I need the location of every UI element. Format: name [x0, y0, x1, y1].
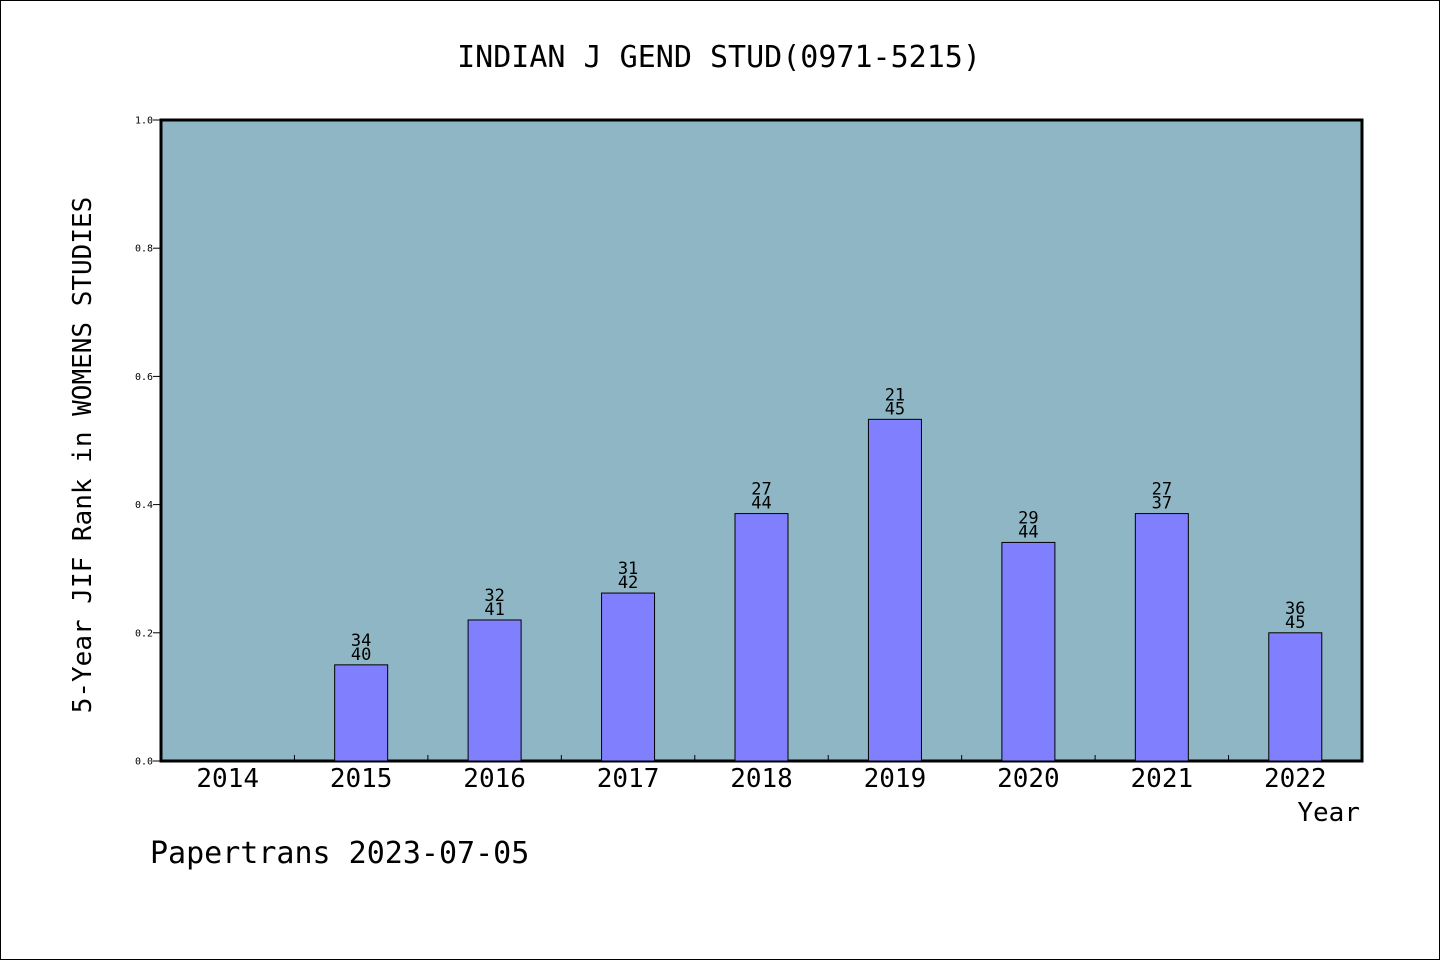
x-tick-label: 2017: [597, 764, 660, 794]
y-tick-label: 0.6: [135, 372, 153, 383]
x-tick-label: 2019: [864, 764, 927, 794]
bar-rank-label: 27: [751, 480, 771, 500]
x-axis: 2014 2015 2016 2017 2018 2019 2020 2021 2022: [196, 755, 1327, 794]
footer-credit: Papertrans 2023-07-05: [150, 836, 529, 871]
bar: [867, 418, 922, 762]
bar: [1001, 541, 1056, 762]
chart-title: INDIAN J GEND STUD(0971-5215): [457, 40, 981, 75]
bar: [467, 619, 522, 762]
y-axis-label: 5-Year JIF Rank in WOMENS STUDIES: [68, 197, 98, 714]
y-tick-label: 0.2: [135, 628, 153, 639]
bar: [734, 513, 789, 762]
bar-rank-label: 27: [1152, 480, 1172, 500]
x-tick-label: 2021: [1131, 764, 1194, 794]
bar-total-label: 44: [1018, 522, 1038, 542]
x-tick-label: 2022: [1264, 764, 1327, 794]
y-tick-label: 0.0: [135, 757, 153, 768]
bar: [1134, 513, 1189, 762]
x-axis-label: Year: [1297, 798, 1360, 828]
bar-rank-label: 29: [1018, 508, 1038, 528]
bar-total-label: 42: [618, 573, 638, 593]
x-tick-label: 2018: [730, 764, 793, 794]
bar-rank-label: 21: [885, 385, 905, 405]
bar-total-label: 40: [351, 645, 371, 665]
x-tick-label: 2020: [997, 764, 1060, 794]
bar-rank-label: 34: [351, 631, 371, 651]
x-tick-label: 2015: [330, 764, 393, 794]
bar-rank-label: 32: [484, 586, 504, 606]
bar: [1268, 632, 1323, 762]
y-axis: 0.0 0.2 0.4 0.6 0.8 1.0: [135, 116, 161, 768]
bar-total-label: 44: [751, 494, 771, 514]
x-tick-label: 2016: [463, 764, 526, 794]
y-tick-label: 1.0: [135, 116, 153, 127]
bar: [601, 592, 656, 762]
x-tick-label: 2014: [196, 764, 259, 794]
bar-total-label: 41: [484, 600, 504, 620]
bar-rank-label: 31: [618, 559, 638, 579]
y-tick-label: 0.8: [135, 244, 153, 255]
bar-total-label: 37: [1152, 494, 1172, 514]
bar-total-label: 45: [1285, 613, 1305, 633]
bar: [334, 664, 389, 762]
y-tick-label: 0.4: [135, 500, 153, 511]
bar-rank-label: 36: [1285, 599, 1305, 619]
bar-total-label: 45: [885, 399, 905, 419]
